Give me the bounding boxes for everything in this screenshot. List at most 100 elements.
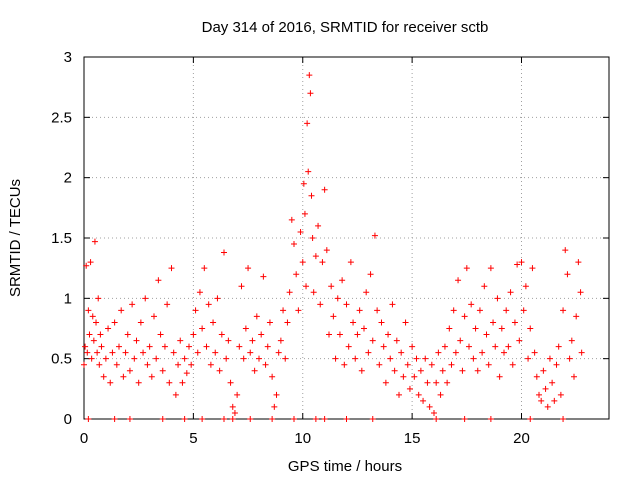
data-point	[450, 307, 457, 314]
data-point	[297, 228, 304, 235]
data-point	[396, 391, 402, 398]
data-point	[516, 337, 523, 344]
data-point	[133, 337, 140, 344]
data-point	[354, 331, 361, 338]
data-point	[378, 319, 385, 326]
data-point	[242, 325, 249, 332]
data-point	[83, 262, 90, 269]
data-point	[398, 349, 405, 356]
data-point	[153, 355, 160, 362]
data-point	[148, 373, 155, 380]
data-point	[422, 355, 429, 362]
data-point	[391, 367, 398, 374]
data-point	[100, 373, 107, 380]
data-point	[321, 186, 328, 193]
data-point	[240, 355, 247, 362]
data-point	[507, 289, 514, 296]
data-point	[253, 313, 260, 320]
data-point	[439, 367, 446, 374]
axis-ticks: 0 5 10 15 20 0 0.5 1 1.5 2 2.5 3	[51, 49, 609, 447]
data-point	[87, 259, 94, 266]
data-point	[330, 313, 337, 320]
data-point	[435, 349, 442, 356]
data-point	[424, 379, 431, 386]
data-point	[343, 416, 350, 422]
data-point	[210, 319, 217, 326]
data-point	[140, 349, 147, 356]
data-point	[490, 319, 497, 326]
data-point	[494, 295, 501, 302]
data-point	[426, 403, 433, 410]
data-point	[417, 367, 424, 374]
data-point	[385, 331, 392, 338]
data-point	[85, 307, 92, 314]
data-point	[518, 259, 525, 266]
y-tick-label: 0	[64, 411, 72, 428]
data-point	[277, 337, 284, 344]
data-point	[161, 343, 168, 350]
data-point	[203, 343, 210, 350]
data-point	[275, 349, 282, 356]
data-point	[181, 416, 188, 422]
data-point	[509, 361, 516, 368]
data-point	[199, 416, 206, 422]
data-point	[505, 343, 512, 350]
data-point	[116, 343, 122, 350]
data-point	[514, 261, 521, 268]
data-point	[406, 385, 413, 392]
data-point	[393, 337, 400, 344]
data-point	[151, 313, 157, 320]
data-point	[159, 416, 166, 422]
data-point	[111, 416, 118, 422]
data-point	[216, 367, 223, 374]
data-point	[463, 265, 470, 272]
data-point	[137, 319, 144, 326]
data-point	[575, 259, 582, 266]
data-point	[474, 367, 481, 374]
data-point	[511, 319, 518, 326]
data-point	[118, 307, 125, 314]
data-point	[181, 355, 188, 362]
data-point	[571, 373, 577, 380]
data-point	[295, 307, 302, 314]
data-point	[472, 325, 479, 332]
data-point	[205, 301, 212, 308]
data-point	[444, 379, 451, 386]
data-point	[382, 379, 389, 386]
data-point	[155, 277, 162, 284]
data-point	[339, 277, 346, 284]
y-tick-label: 3	[64, 49, 72, 66]
data-point	[363, 289, 370, 296]
data-point	[431, 409, 437, 416]
data-point	[188, 361, 195, 368]
data-point	[389, 301, 396, 308]
data-point	[496, 373, 503, 380]
data-point	[420, 397, 427, 404]
data-point	[166, 379, 173, 386]
data-point	[470, 355, 477, 362]
data-point	[234, 391, 241, 398]
data-point	[309, 235, 316, 241]
data-point	[258, 331, 265, 338]
data-point	[192, 307, 199, 314]
data-point	[481, 283, 488, 290]
grid-lines	[84, 57, 609, 419]
data-point	[144, 361, 151, 368]
data-point	[527, 325, 534, 332]
data-point	[540, 367, 547, 374]
data-point	[356, 307, 363, 314]
data-point	[343, 301, 350, 308]
data-point	[533, 373, 540, 380]
data-point	[522, 283, 529, 290]
data-point	[361, 325, 367, 332]
data-point	[402, 319, 409, 326]
data-point	[334, 295, 341, 302]
x-axis-label: GPS time / hours	[288, 458, 402, 475]
data-point	[365, 349, 372, 356]
data-point	[247, 416, 254, 422]
data-point	[105, 325, 112, 332]
data-point	[307, 90, 314, 97]
data-point	[321, 416, 328, 422]
data-point	[111, 319, 118, 326]
data-point	[415, 391, 422, 398]
